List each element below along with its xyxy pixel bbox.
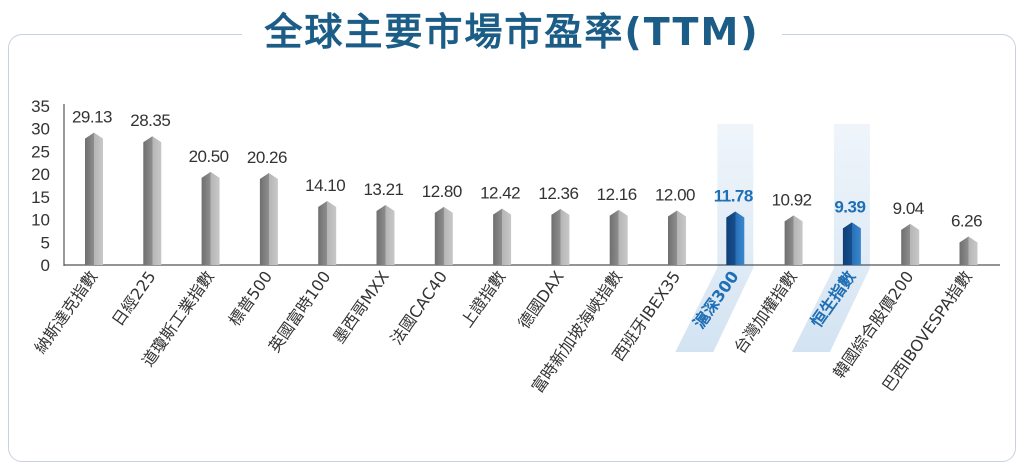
bar — [609, 209, 628, 265]
y-tick-label: 0 — [41, 256, 50, 275]
y-tick-label: 30 — [31, 120, 50, 139]
category-label: 日經225 — [108, 267, 159, 329]
bar — [376, 204, 395, 265]
y-tick-label: 5 — [41, 233, 50, 252]
value-label: 20.26 — [247, 148, 287, 167]
category-label: 墨西哥MXX — [329, 267, 393, 347]
y-tick-label: 10 — [31, 211, 50, 230]
y-tick-label: 25 — [31, 142, 50, 161]
bar — [259, 172, 278, 265]
bar — [668, 210, 686, 265]
bar — [318, 200, 337, 265]
bar — [726, 211, 745, 265]
bar — [842, 222, 861, 265]
value-label: 10.92 — [772, 190, 812, 209]
title-wrap: 全球主要市場市盈率(TTM) — [0, 0, 1024, 64]
value-label: 9.04 — [893, 199, 924, 218]
category-label: 標普500 — [225, 267, 276, 329]
value-label: 20.50 — [189, 147, 229, 166]
value-label: 12.80 — [422, 182, 462, 201]
y-tick-label: 20 — [31, 165, 50, 184]
bar — [551, 208, 570, 265]
highlight-band — [675, 124, 754, 352]
bar — [143, 136, 162, 265]
bar — [85, 132, 103, 265]
category-label: 德國DAX — [514, 267, 567, 332]
bar — [201, 171, 220, 265]
value-label: 12.42 — [480, 184, 520, 203]
value-label: 14.10 — [305, 176, 345, 195]
value-label: 12.00 — [655, 185, 695, 204]
value-label: 12.36 — [538, 184, 578, 203]
bar — [959, 236, 978, 265]
y-tick-label: 15 — [31, 188, 50, 207]
bar — [901, 223, 920, 265]
category-label: 英國富時100 — [265, 267, 335, 355]
category-label: 納斯達克指數 — [31, 267, 102, 357]
value-label: 6.26 — [951, 212, 982, 231]
y-tick-label: 35 — [31, 97, 50, 116]
value-label: 28.35 — [130, 111, 170, 130]
chart-title: 全球主要市場市盈率(TTM) — [242, 6, 782, 58]
category-label: 上證指數 — [457, 267, 509, 330]
bar — [434, 206, 453, 265]
value-label: 12.16 — [597, 185, 637, 204]
bar — [493, 208, 512, 265]
category-label: 法國CAC40 — [387, 267, 452, 348]
value-label: 13.21 — [363, 180, 403, 199]
value-label: 29.13 — [72, 108, 112, 127]
bar — [784, 215, 803, 265]
value-label: 11.78 — [714, 186, 753, 205]
value-label: 9.39 — [834, 197, 865, 216]
highlight-band — [791, 124, 870, 352]
